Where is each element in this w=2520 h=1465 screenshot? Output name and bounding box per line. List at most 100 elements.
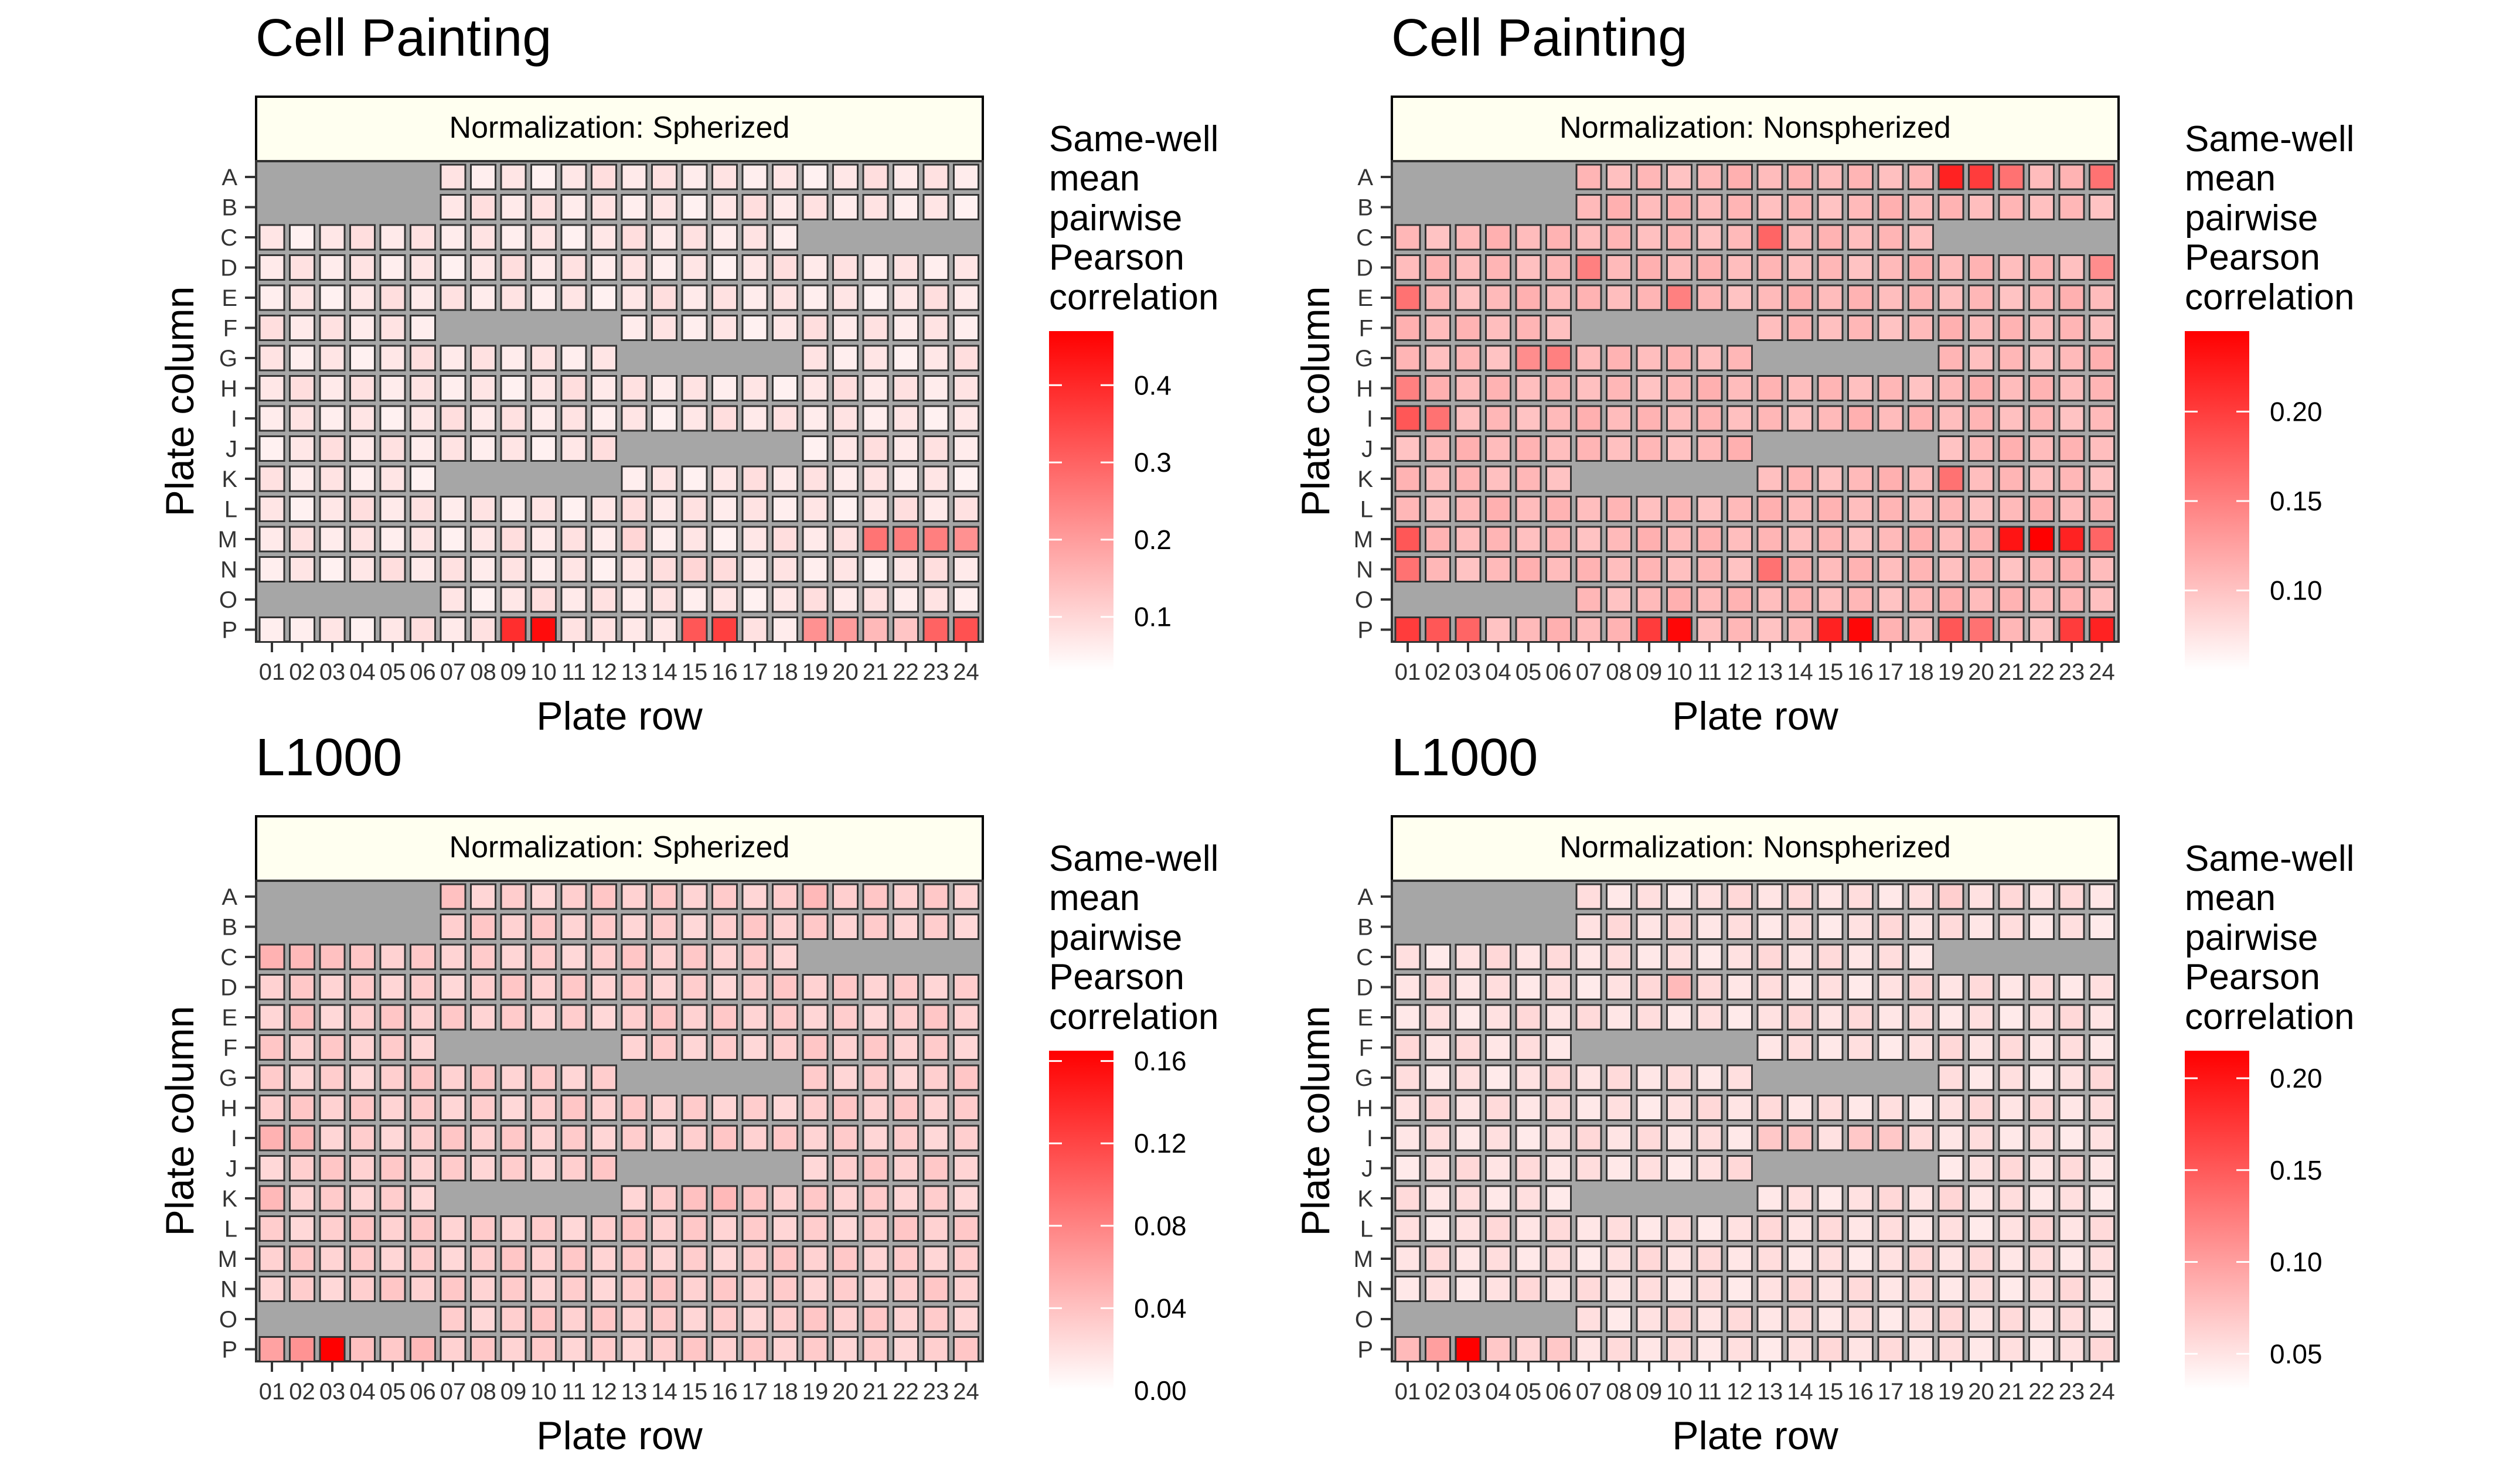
well-J19 — [1937, 435, 1964, 462]
well-I16 — [1847, 1125, 1874, 1151]
well-D04 — [1485, 254, 1511, 281]
well-J21 — [862, 435, 889, 462]
well-E24 — [2089, 284, 2115, 311]
well-O12 — [1726, 586, 1753, 613]
well-L04 — [349, 496, 376, 522]
well-F24 — [953, 315, 979, 341]
well-I04 — [349, 1125, 376, 1151]
well-A21 — [862, 163, 889, 190]
well-H13 — [621, 1095, 648, 1121]
well-A19 — [802, 883, 829, 910]
well-K05 — [379, 1185, 406, 1212]
well-O14 — [1787, 586, 1813, 613]
well-H23 — [2058, 375, 2085, 401]
well-E21 — [862, 1004, 889, 1031]
well-M19 — [802, 1245, 829, 1272]
x-tick-label: 07 — [440, 659, 466, 685]
well-P07 — [440, 616, 466, 643]
well-G24 — [953, 345, 979, 372]
well-K02 — [289, 465, 315, 492]
well-M16 — [711, 1245, 738, 1272]
well-M13 — [621, 526, 648, 553]
well-A22 — [893, 163, 919, 190]
well-L16 — [1847, 496, 1874, 522]
well-H16 — [1847, 1095, 1874, 1121]
well-C12 — [591, 224, 617, 251]
well-B24 — [953, 194, 979, 220]
well-J08 — [1606, 435, 1632, 462]
well-P13 — [1756, 1336, 1783, 1362]
well-F04 — [1485, 315, 1511, 341]
well-M08 — [1606, 526, 1632, 553]
y-tick-label: G — [219, 1065, 237, 1091]
well-P01 — [258, 1336, 285, 1362]
well-K14 — [651, 1185, 677, 1212]
well-H08 — [470, 1095, 496, 1121]
y-tick-label: A — [222, 165, 237, 190]
x-tick-label: 04 — [1485, 659, 1511, 685]
well-F13 — [621, 315, 648, 341]
well-M04 — [1485, 1245, 1511, 1272]
x-tick-label: 21 — [1998, 1379, 2025, 1405]
well-L03 — [319, 1215, 346, 1242]
well-L07 — [1575, 1215, 1602, 1242]
well-N17 — [1877, 556, 1904, 582]
well-P04 — [349, 1336, 376, 1362]
well-I09 — [500, 405, 527, 432]
well-P24 — [2089, 1336, 2115, 1362]
well-D12 — [1726, 974, 1753, 1000]
well-C02 — [289, 943, 315, 970]
well-F18 — [772, 315, 798, 341]
well-I15 — [681, 405, 708, 432]
well-A12 — [1726, 163, 1753, 190]
well-L09 — [1636, 1215, 1663, 1242]
well-D22 — [893, 974, 919, 1000]
well-J11 — [560, 1155, 587, 1181]
well-E05 — [1515, 284, 1542, 311]
well-P09 — [1636, 1336, 1663, 1362]
well-E09 — [1636, 1004, 1663, 1031]
y-tick-label: H — [220, 376, 237, 402]
well-F03 — [319, 315, 346, 341]
well-J19 — [1937, 1155, 1964, 1181]
well-K03 — [319, 1185, 346, 1212]
well-N08 — [470, 556, 496, 582]
well-O22 — [2028, 1306, 2055, 1333]
well-N21 — [1998, 1276, 2025, 1302]
well-N24 — [953, 556, 979, 582]
y-tick-label: D — [1356, 975, 1373, 1001]
well-K21 — [1998, 465, 2025, 492]
well-D01 — [1394, 974, 1421, 1000]
well-C16 — [1847, 943, 1874, 970]
y-tick-label: O — [1355, 1307, 1373, 1333]
well-P07 — [1575, 616, 1602, 643]
well-J06 — [410, 435, 436, 462]
well-P20 — [832, 1336, 859, 1362]
well-G12 — [591, 345, 617, 372]
well-N01 — [1394, 556, 1421, 582]
well-P03 — [1455, 616, 1482, 643]
well-O22 — [893, 1306, 919, 1333]
well-F13 — [1756, 315, 1783, 341]
well-D23 — [2058, 254, 2085, 281]
well-E01 — [1394, 284, 1421, 311]
well-B20 — [1968, 914, 1994, 940]
well-D23 — [922, 974, 949, 1000]
well-N03 — [1455, 556, 1482, 582]
well-P01 — [258, 616, 285, 643]
y-tick-label: P — [1357, 618, 1373, 643]
well-N13 — [621, 556, 648, 582]
well-F24 — [953, 1034, 979, 1061]
well-N05 — [379, 1276, 406, 1302]
y-tick-label: J — [1361, 437, 1373, 462]
well-E02 — [289, 284, 315, 311]
well-P22 — [893, 616, 919, 643]
well-L21 — [862, 496, 889, 522]
well-A22 — [2028, 163, 2055, 190]
x-tick-label: 22 — [2028, 659, 2055, 685]
y-tick-label: L — [1360, 497, 1373, 523]
well-D08 — [1606, 974, 1632, 1000]
well-P02 — [289, 1336, 315, 1362]
well-B14 — [651, 194, 677, 220]
well-M22 — [2028, 526, 2055, 553]
